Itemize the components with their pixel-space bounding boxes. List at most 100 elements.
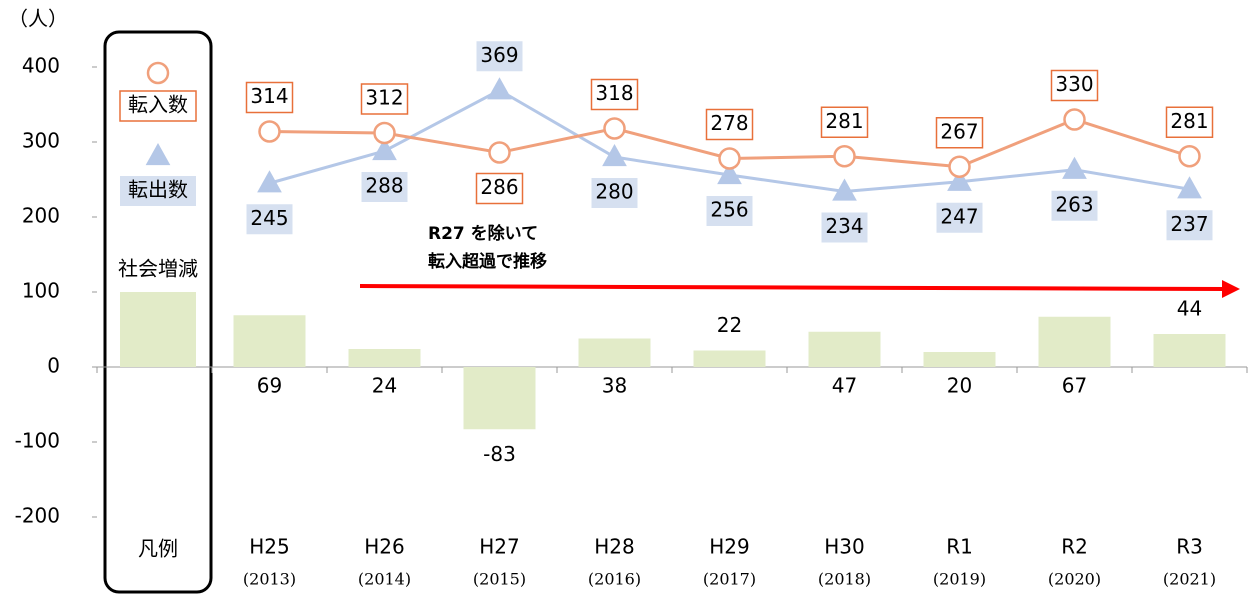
x-tick-label: R3 — [1176, 535, 1203, 559]
x-tick-sublabel: (2014) — [358, 570, 411, 589]
x-tick-label: R2 — [1061, 535, 1088, 559]
bar — [1153, 334, 1226, 367]
x-tick-sublabel: (2016) — [588, 570, 641, 589]
y-tick-label: 0 — [47, 354, 60, 378]
x-tick-label: H25 — [249, 535, 290, 559]
y-tick-label: -100 — [15, 429, 60, 453]
y-tick-label: 200 — [22, 204, 60, 228]
legend-title: 凡例 — [138, 537, 178, 561]
label-box — [591, 178, 638, 208]
unit-label: （人） — [8, 7, 68, 31]
data-label: 234 — [825, 214, 863, 238]
bar-label: 47 — [832, 374, 857, 398]
data-label: 263 — [1055, 192, 1093, 216]
x-tick-label: H28 — [594, 535, 635, 559]
data-label: 278 — [710, 111, 748, 135]
x-tick-sublabel: (2015) — [473, 570, 526, 589]
label-box — [590, 78, 639, 111]
bar-label: 67 — [1062, 374, 1087, 398]
label-box — [361, 172, 408, 202]
data-label: 245 — [250, 206, 288, 230]
data-label: 256 — [710, 198, 748, 222]
x-tick-label: H27 — [479, 535, 520, 559]
legend-swatch — [120, 292, 196, 367]
data-label: 330 — [1055, 72, 1093, 96]
marker — [1177, 176, 1202, 199]
data-label: 369 — [480, 43, 518, 67]
marker — [602, 144, 627, 167]
legend-marker — [146, 61, 170, 85]
data-label: 288 — [365, 174, 403, 198]
annotation-text: R27 を除いて — [428, 223, 538, 244]
label-box — [475, 172, 524, 205]
data-label: 314 — [250, 84, 288, 108]
annotation-arrowhead — [1222, 280, 1240, 298]
bar — [578, 338, 651, 367]
marker — [603, 117, 626, 140]
marker — [1178, 145, 1201, 168]
bar-label: 24 — [372, 374, 397, 398]
marker — [948, 155, 971, 178]
marker — [1063, 108, 1086, 131]
data-label: 312 — [365, 86, 403, 110]
marker — [487, 77, 512, 100]
x-tick-sublabel: (2021) — [1163, 570, 1216, 589]
label-box — [1051, 190, 1098, 221]
label-box — [820, 106, 869, 138]
data-label: 237 — [1170, 212, 1208, 236]
marker — [833, 145, 856, 168]
x-tick-label: H30 — [824, 535, 865, 559]
marker — [832, 178, 857, 201]
y-tick-label: -200 — [15, 504, 60, 528]
legend-label: 転出数 — [128, 178, 188, 202]
marker — [718, 147, 741, 170]
annotation-text: 転入超過で推移 — [428, 251, 547, 272]
label-box — [476, 41, 523, 72]
bar-label: 20 — [947, 374, 972, 398]
legend-label: 転入数 — [128, 93, 188, 117]
marker — [373, 121, 396, 145]
marker — [488, 141, 511, 164]
label-box — [706, 196, 753, 226]
bar — [233, 315, 306, 367]
data-label: 281 — [1170, 109, 1208, 133]
data-label: 318 — [595, 81, 633, 105]
data-label: 267 — [940, 119, 978, 143]
label-box — [1166, 210, 1213, 241]
annotation-arrow — [359, 284, 1226, 291]
label-box — [936, 202, 983, 233]
x-tick-sublabel: (2013) — [243, 570, 296, 589]
bar — [808, 331, 881, 367]
label-box — [935, 117, 984, 149]
label-box — [246, 204, 293, 235]
marker — [258, 120, 281, 143]
x-tick-sublabel: (2017) — [703, 570, 756, 589]
bar — [693, 350, 766, 367]
marker — [372, 138, 397, 161]
y-tick-label: 100 — [22, 279, 60, 303]
legend-marker — [145, 143, 171, 166]
marker — [717, 162, 742, 185]
bar — [348, 349, 421, 367]
legend-label: 社会増減 — [118, 257, 198, 281]
bar — [923, 352, 996, 367]
data-label: 280 — [595, 180, 633, 204]
x-tick-sublabel: (2020) — [1048, 570, 1101, 589]
legend-frame — [103, 30, 213, 594]
label-box — [1050, 69, 1099, 102]
y-tick-label: 400 — [22, 54, 60, 78]
bar-label: 69 — [257, 374, 282, 398]
x-tick-sublabel: (2018) — [818, 570, 871, 589]
x-tick-label: R1 — [946, 535, 973, 559]
bar-label: 38 — [602, 374, 627, 398]
legend-box — [119, 90, 197, 122]
data-label: 286 — [480, 175, 518, 199]
x-tick-label: H26 — [364, 535, 405, 559]
label-box — [821, 212, 868, 243]
label-box — [245, 81, 294, 114]
marker — [257, 170, 282, 193]
data-label: 281 — [825, 109, 863, 133]
legend-box — [120, 176, 196, 206]
y-tick-label: 300 — [22, 129, 60, 153]
marker — [1062, 156, 1087, 179]
